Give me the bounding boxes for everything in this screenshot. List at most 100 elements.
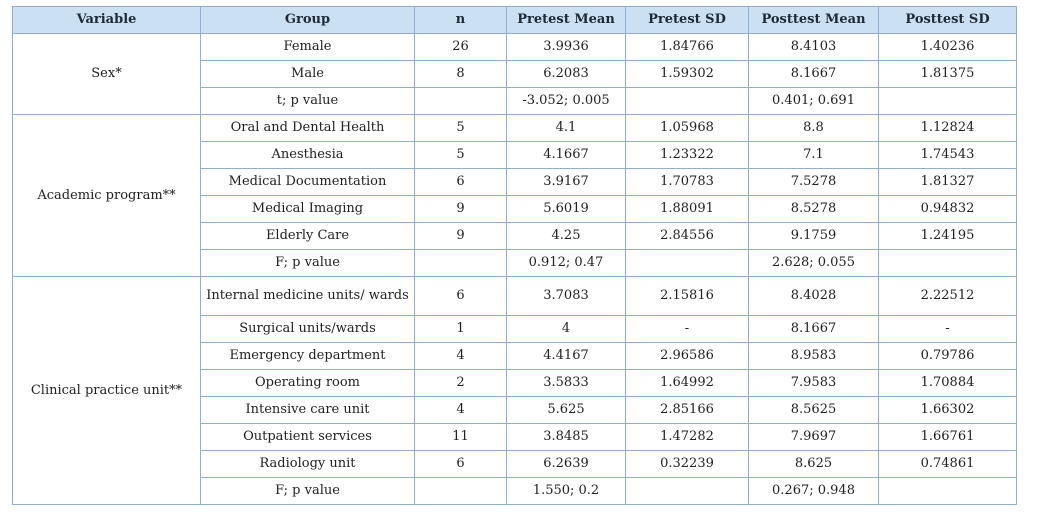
pretest-mean-cell: 6.2639: [506, 450, 626, 478]
posttest-mean-cell: 8.1667: [748, 60, 879, 88]
pretest-sd-cell: 1.70783: [625, 168, 749, 196]
group-cell: Anesthesia: [200, 141, 415, 169]
posttest-sd-cell: 1.40236: [878, 33, 1017, 61]
posttest-sd-cell: 1.66302: [878, 396, 1017, 424]
pretest-mean-cell: 3.7083: [506, 276, 626, 316]
posttest-sd-cell: [878, 477, 1017, 505]
table-row: Elderly Care 9 4.25 2.84556 9.1759 1.24195: [13, 222, 1017, 250]
posttest-mean-cell: 2.628; 0.055: [748, 249, 879, 277]
pretest-mean-cell: 4.1: [506, 114, 626, 142]
table-row: Radiology unit 6 6.2639 0.32239 8.625 0.74861: [13, 450, 1017, 478]
posttest-sd-cell: 0.74861: [878, 450, 1017, 478]
group-cell: Oral and Dental Health: [200, 114, 415, 142]
variable-cell: Academic program**: [12, 114, 201, 277]
variable-cell: Sex*: [12, 33, 201, 115]
header-group: Group: [200, 6, 415, 34]
posttest-mean-cell: 7.5278: [748, 168, 879, 196]
pretest-sd-cell: [625, 249, 749, 277]
posttest-mean-cell: 0.401; 0.691: [748, 87, 879, 115]
pretest-sd-cell: [625, 477, 749, 505]
pretest-mean-cell: 3.8485: [506, 423, 626, 451]
posttest-sd-cell: 1.12824: [878, 114, 1017, 142]
table-row: Male 8 6.2083 1.59302 8.1667 1.81375: [13, 60, 1017, 88]
posttest-sd-cell: 1.24195: [878, 222, 1017, 250]
posttest-mean-cell: 8.5625: [748, 396, 879, 424]
table-row: Academic program** Oral and Dental Health…: [12, 114, 1017, 277]
pretest-mean-cell: 4: [506, 315, 626, 343]
posttest-mean-cell: 8.4103: [748, 33, 879, 61]
n-cell: 11: [414, 423, 507, 451]
posttest-mean-cell: 7.1: [748, 141, 879, 169]
posttest-mean-cell: 7.9697: [748, 423, 879, 451]
n-cell: 6: [414, 450, 507, 478]
results-table: Variable Group n Pretest Mean Pretest SD…: [12, 6, 1017, 505]
group-cell: Intensive care unit: [200, 396, 415, 424]
variable-cell: Clinical practice unit**: [12, 276, 201, 505]
header-row: Variable Group n Pretest Mean Pretest SD…: [12, 6, 1017, 34]
posttest-sd-cell: 0.94832: [878, 195, 1017, 223]
n-cell: 8: [414, 60, 507, 88]
table-row: Clinical practice unit** Internal medicin…: [12, 276, 1017, 505]
pretest-sd-cell: 1.47282: [625, 423, 749, 451]
group-cell: Medical Documentation: [200, 168, 415, 196]
posttest-sd-cell: -: [878, 315, 1017, 343]
n-cell: [414, 477, 507, 505]
pretest-sd-cell: 1.64992: [625, 369, 749, 397]
n-cell: 9: [414, 222, 507, 250]
posttest-mean-cell: 8.9583: [748, 342, 879, 370]
pretest-sd-cell: 2.84556: [625, 222, 749, 250]
table-body: Sex* Female 26 3.9936 1.84766 8.4103 1.40236 Ma…: [12, 33, 1017, 505]
pretest-mean-cell: 1.550; 0.2: [506, 477, 626, 505]
pretest-mean-cell: -3.052; 0.005: [506, 87, 626, 115]
pretest-sd-cell: 1.59302: [625, 60, 749, 88]
n-cell: [414, 87, 507, 115]
posttest-sd-cell: [878, 87, 1017, 115]
table-row: Outpatient services 11 3.8485 1.47282 7.9697…: [13, 423, 1017, 451]
group-cell: t; p value: [200, 87, 415, 115]
header-pretest-sd: Pretest SD: [625, 6, 749, 34]
group-cell: Emergency department: [200, 342, 415, 370]
header-variable: Variable: [12, 6, 201, 34]
pretest-mean-cell: 6.2083: [506, 60, 626, 88]
group-cell: Internal medicine units/ wards: [200, 276, 415, 316]
table-row: t; p value -3.052; 0.005 0.401; 0.691: [13, 87, 1017, 115]
table-row: Medical Imaging 9 5.6019 1.88091 8.5278 0.948…: [13, 195, 1017, 223]
posttest-mean-cell: 8.1667: [748, 315, 879, 343]
posttest-sd-cell: 0.79786: [878, 342, 1017, 370]
n-cell: 5: [414, 141, 507, 169]
posttest-sd-cell: 1.74543: [878, 141, 1017, 169]
posttest-mean-cell: 0.267; 0.948: [748, 477, 879, 505]
group-cell: Radiology unit: [200, 450, 415, 478]
pretest-mean-cell: 4.25: [506, 222, 626, 250]
posttest-mean-cell: 8.8: [748, 114, 879, 142]
pretest-mean-cell: 4.4167: [506, 342, 626, 370]
group-cell: Elderly Care: [200, 222, 415, 250]
pretest-sd-cell: [625, 87, 749, 115]
n-cell: 9: [414, 195, 507, 223]
group-cell: Surgical units/wards: [200, 315, 415, 343]
n-cell: [414, 249, 507, 277]
pretest-mean-cell: 3.9936: [506, 33, 626, 61]
posttest-mean-cell: 8.5278: [748, 195, 879, 223]
group-cell: F; p value: [200, 477, 415, 505]
pretest-mean-cell: 4.1667: [506, 141, 626, 169]
n-cell: 4: [414, 342, 507, 370]
posttest-sd-cell: 1.81327: [878, 168, 1017, 196]
pretest-mean-cell: 3.5833: [506, 369, 626, 397]
n-cell: 1: [414, 315, 507, 343]
pretest-sd-cell: 1.84766: [625, 33, 749, 61]
n-cell: 6: [414, 168, 507, 196]
pretest-sd-cell: 1.05968: [625, 114, 749, 142]
group-cell: F; p value: [200, 249, 415, 277]
n-cell: 4: [414, 396, 507, 424]
posttest-mean-cell: 7.9583: [748, 369, 879, 397]
table-row: Medical Documentation 6 3.9167 1.70783 7.527…: [13, 168, 1017, 196]
n-cell: 6: [414, 276, 507, 316]
posttest-sd-cell: 1.70884: [878, 369, 1017, 397]
header-posttest-mean: Posttest Mean: [748, 6, 879, 34]
header-pretest-mean: Pretest Mean: [506, 6, 626, 34]
posttest-sd-cell: 1.66761: [878, 423, 1017, 451]
pretest-sd-cell: 2.85166: [625, 396, 749, 424]
pretest-sd-cell: -: [625, 315, 749, 343]
posttest-mean-cell: 8.625: [748, 450, 879, 478]
